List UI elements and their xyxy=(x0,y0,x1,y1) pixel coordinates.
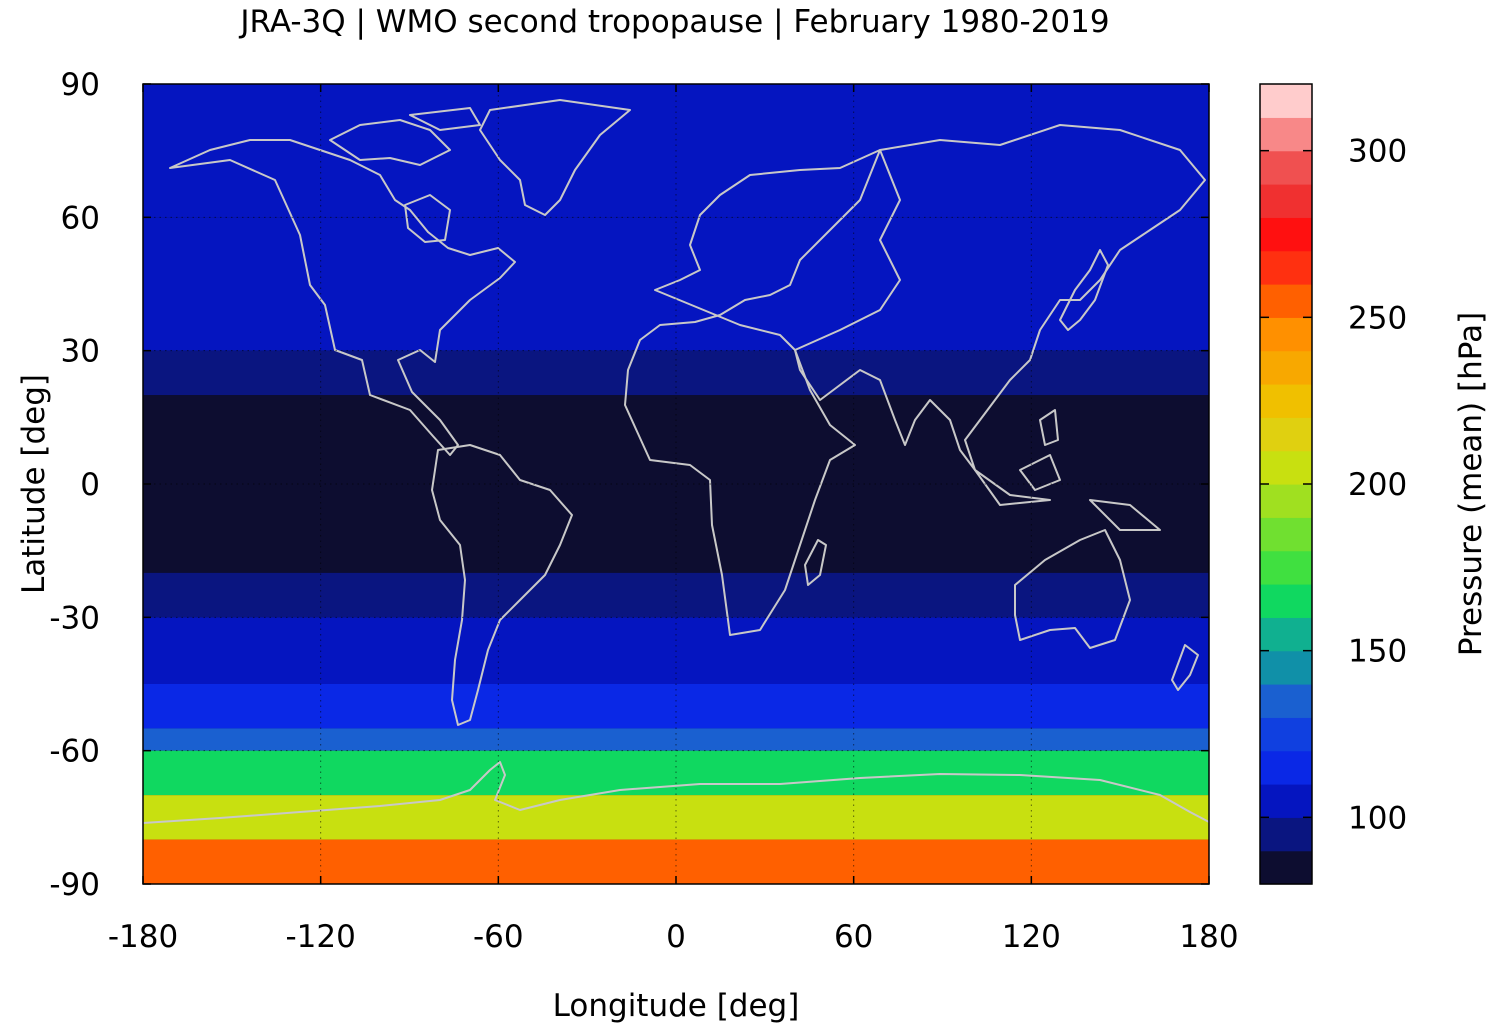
coastline-hudson-bay xyxy=(404,194,451,243)
colorbar-segment xyxy=(1260,717,1312,752)
x-tick-label: 180 xyxy=(1179,919,1238,955)
coastline-new-zealand xyxy=(1171,644,1199,691)
colorbar-tick-label: 250 xyxy=(1348,300,1407,336)
x-tick-label: -120 xyxy=(285,919,355,955)
colorbar-tick-label: 300 xyxy=(1348,134,1407,170)
colorbar-segment xyxy=(1260,850,1312,885)
colorbar-tick-label: 100 xyxy=(1348,800,1407,836)
colorbar-label: Pressure (mean) [hPa] xyxy=(1453,312,1489,656)
colorbar-segment xyxy=(1260,150,1312,185)
colorbar-segment xyxy=(1260,617,1312,652)
coastline-greenland xyxy=(479,99,631,216)
colorbar-segment xyxy=(1260,384,1312,418)
coastline-australia xyxy=(1014,529,1131,649)
x-tick-label: -180 xyxy=(108,919,178,955)
colorbar-tick-label: 200 xyxy=(1348,467,1407,503)
colorbar-segment xyxy=(1260,250,1312,285)
coastline-antarctica xyxy=(143,761,1209,824)
colorbar-segment xyxy=(1260,750,1312,785)
x-axis-label: Longitude [deg] xyxy=(553,988,800,1024)
coastlines-layer xyxy=(143,99,1209,824)
colorbar-segment xyxy=(1260,584,1312,618)
pressure-band-1 xyxy=(143,217,1209,351)
coastline-north-america xyxy=(169,139,516,456)
coastline-asia xyxy=(794,124,1206,471)
colorbar-segment xyxy=(1260,450,1312,485)
y-tick-label: -90 xyxy=(49,867,100,903)
y-tick-label: -30 xyxy=(49,600,100,636)
coastline-europe-africa xyxy=(624,149,881,636)
colorbar-segment xyxy=(1260,84,1312,118)
colorbar-segment xyxy=(1260,550,1312,585)
graticule-grid xyxy=(143,84,1209,884)
y-tick-label: 90 xyxy=(61,67,100,103)
colorbar-segment xyxy=(1260,517,1312,552)
colorbar-segment xyxy=(1260,217,1312,252)
y-axis-ticks: 90 60 30 0 -30 -60 -90 xyxy=(49,67,1209,903)
x-tick-label: 120 xyxy=(1002,919,1061,955)
x-tick-label: 0 xyxy=(666,919,686,955)
colorbar-segment xyxy=(1260,350,1312,385)
colorbar-segment xyxy=(1260,417,1312,452)
colorbar-segment xyxy=(1260,117,1312,152)
colorbar-segment xyxy=(1260,784,1312,818)
figure-title: JRA-3Q | WMO second tropopause | Februar… xyxy=(238,4,1109,40)
colorbar-segment xyxy=(1260,817,1312,852)
coastline-madagascar xyxy=(804,539,827,586)
y-tick-label: 30 xyxy=(61,334,100,370)
coastline-maritime-asia xyxy=(974,409,1161,531)
colorbar xyxy=(1260,84,1312,885)
pressure-band-2 xyxy=(143,350,1209,396)
x-axis-ticks: -180 -120 -60 0 60 120 180 xyxy=(108,84,1239,955)
y-tick-label: -60 xyxy=(49,734,100,770)
colorbar-tick-label: 150 xyxy=(1348,634,1407,670)
colorbar-segment xyxy=(1260,284,1312,318)
coastline-arctic-islands xyxy=(329,107,481,166)
colorbar-segment xyxy=(1260,317,1312,352)
x-tick-label: 60 xyxy=(834,919,873,955)
y-tick-label: 60 xyxy=(61,200,100,236)
x-tick-label: -60 xyxy=(473,919,524,955)
colorbar-segment xyxy=(1260,684,1312,718)
colorbar-segment xyxy=(1260,650,1312,685)
colorbar-segment xyxy=(1260,184,1312,218)
coastline-japan xyxy=(1059,249,1109,331)
y-tick-label: 0 xyxy=(80,467,100,503)
y-axis-label: Latitude [deg] xyxy=(16,374,52,594)
colorbar-ticks: 100 150 200 250 300 xyxy=(1260,134,1407,836)
coastline-south-america xyxy=(431,444,573,726)
colorbar-segment xyxy=(1260,484,1312,518)
